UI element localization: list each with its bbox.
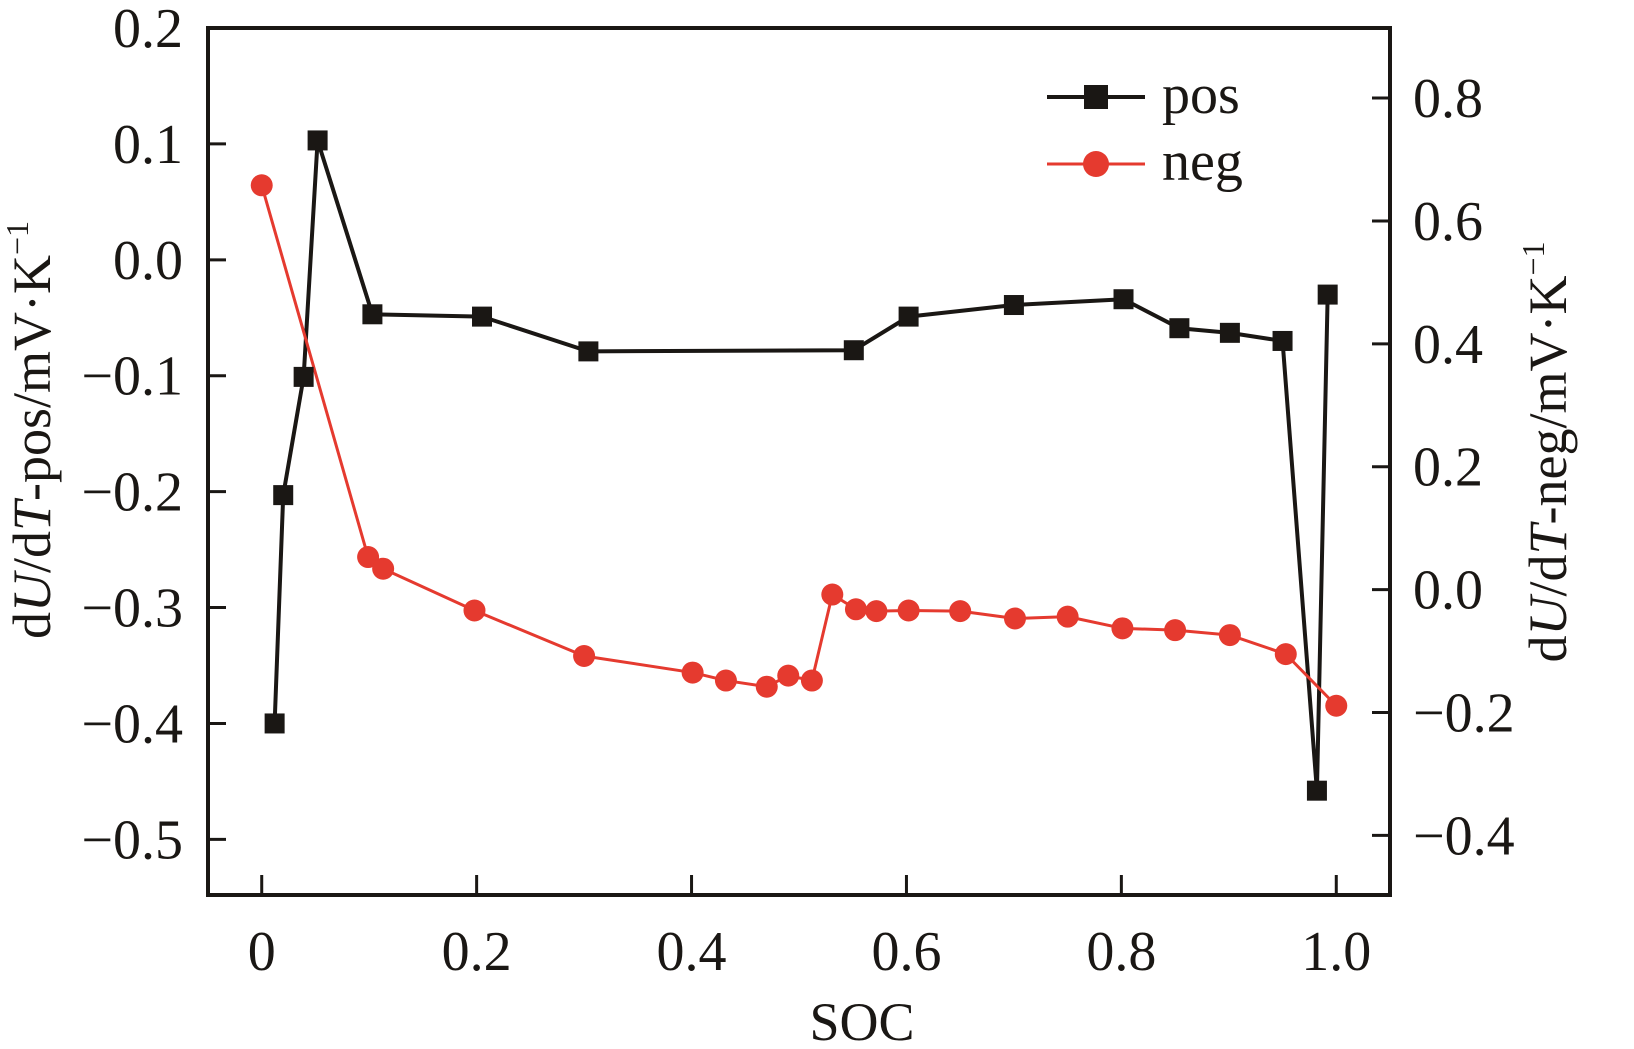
data-point-pos bbox=[1317, 284, 1338, 305]
data-point-neg bbox=[949, 600, 972, 623]
legend-label-neg: neg bbox=[1162, 131, 1243, 193]
x-tick-label: 0 bbox=[248, 921, 276, 983]
data-point-neg bbox=[1325, 694, 1348, 717]
series-line-pos bbox=[272, 138, 1330, 793]
plot-frame bbox=[206, 26, 1392, 897]
data-point-pos bbox=[293, 366, 314, 387]
data-point-neg bbox=[463, 599, 486, 622]
data-point-neg bbox=[1056, 605, 1079, 628]
data-point-pos bbox=[1169, 318, 1190, 339]
x-tick-label: 0.4 bbox=[657, 921, 727, 983]
y-left-tick-label: 0.0 bbox=[113, 230, 183, 292]
legend-marker-circle bbox=[1083, 151, 1109, 177]
y-right-tick-label: 0.8 bbox=[1413, 68, 1483, 130]
data-point-pos bbox=[472, 306, 493, 327]
x-tick-label: 0.6 bbox=[871, 921, 941, 983]
plot-frame-border bbox=[206, 26, 1392, 897]
x-tick-label: 0.2 bbox=[442, 921, 512, 983]
data-point-neg bbox=[1218, 624, 1241, 647]
data-point-pos bbox=[1219, 322, 1240, 343]
data-point-neg bbox=[897, 599, 920, 622]
y-axis-right-title: dU/dT-neg/mV·K−1 bbox=[1515, 241, 1578, 662]
data-point-neg bbox=[777, 664, 800, 687]
y-right-tick-label: −0.2 bbox=[1413, 683, 1515, 745]
data-point-neg bbox=[372, 557, 395, 580]
y-axis-left: 0.2 0.1 0.0 −0.1 −0.2 −0.3 −0.4 −0.5 bbox=[81, 0, 226, 871]
x-tick-label: 1.0 bbox=[1301, 921, 1371, 983]
data-point-pos bbox=[273, 485, 294, 506]
data-point-neg bbox=[357, 546, 380, 569]
y-left-tick-label: −0.5 bbox=[81, 809, 183, 871]
data-point-neg bbox=[681, 661, 704, 684]
data-point-pos bbox=[843, 340, 864, 361]
data-point-neg bbox=[1003, 607, 1026, 630]
data-point-pos bbox=[1003, 295, 1024, 316]
y-left-tick-label: −0.3 bbox=[81, 578, 183, 640]
data-point-pos bbox=[264, 713, 285, 734]
data-point-pos bbox=[898, 306, 919, 327]
data-point-neg bbox=[1111, 617, 1134, 640]
y-right-tick-label: 0.6 bbox=[1413, 191, 1483, 253]
y-axis-right: 0.8 0.6 0.4 0.2 0.0 −0.2 −0.4 bbox=[1372, 68, 1515, 867]
series-lines bbox=[260, 138, 1338, 793]
data-point-neg bbox=[755, 675, 778, 698]
data-point-neg bbox=[250, 174, 273, 197]
data-point-neg bbox=[573, 644, 596, 667]
data-point-pos bbox=[1272, 330, 1293, 351]
y-left-tick-label: −0.2 bbox=[81, 462, 183, 524]
data-point-neg bbox=[1274, 643, 1297, 666]
data-point-neg bbox=[1164, 619, 1187, 642]
y-left-tick-label: −0.1 bbox=[81, 346, 183, 408]
data-point-pos bbox=[307, 130, 328, 151]
y-right-tick-label: 0.4 bbox=[1413, 314, 1483, 376]
data-point-pos bbox=[578, 341, 599, 362]
y-left-tick-label: −0.4 bbox=[81, 693, 183, 755]
y-left-tick-label: 0.1 bbox=[113, 114, 183, 176]
legend-label-pos: pos bbox=[1162, 64, 1240, 126]
x-axis-title: SOC bbox=[809, 992, 914, 1049]
data-point-pos bbox=[1306, 780, 1327, 801]
legend-marker-square bbox=[1084, 85, 1108, 109]
y-axis-left-title: dU/dT-pos/mV·K−1 bbox=[0, 221, 62, 639]
y-right-tick-label: 0.0 bbox=[1413, 560, 1483, 622]
legend: pos neg bbox=[1047, 64, 1243, 193]
y-right-tick-label: −0.4 bbox=[1413, 805, 1515, 867]
data-point-pos bbox=[1113, 289, 1134, 310]
y-right-tick-label: 0.2 bbox=[1413, 437, 1483, 499]
series-line-neg bbox=[260, 184, 1338, 707]
data-point-pos bbox=[362, 304, 383, 325]
data-point-neg bbox=[714, 669, 737, 692]
legend-item-neg: neg bbox=[1047, 131, 1243, 193]
data-point-neg bbox=[844, 598, 867, 621]
data-point-neg bbox=[800, 669, 823, 692]
x-tick-label: 0.8 bbox=[1086, 921, 1156, 983]
series-markers bbox=[250, 130, 1348, 801]
data-point-neg bbox=[865, 600, 888, 623]
x-axis: 0 0.2 0.4 0.6 0.8 1.0 bbox=[248, 875, 1371, 983]
data-point-neg bbox=[821, 583, 844, 606]
legend-item-pos: pos bbox=[1047, 64, 1240, 126]
y-left-tick-label: 0.2 bbox=[113, 0, 183, 60]
